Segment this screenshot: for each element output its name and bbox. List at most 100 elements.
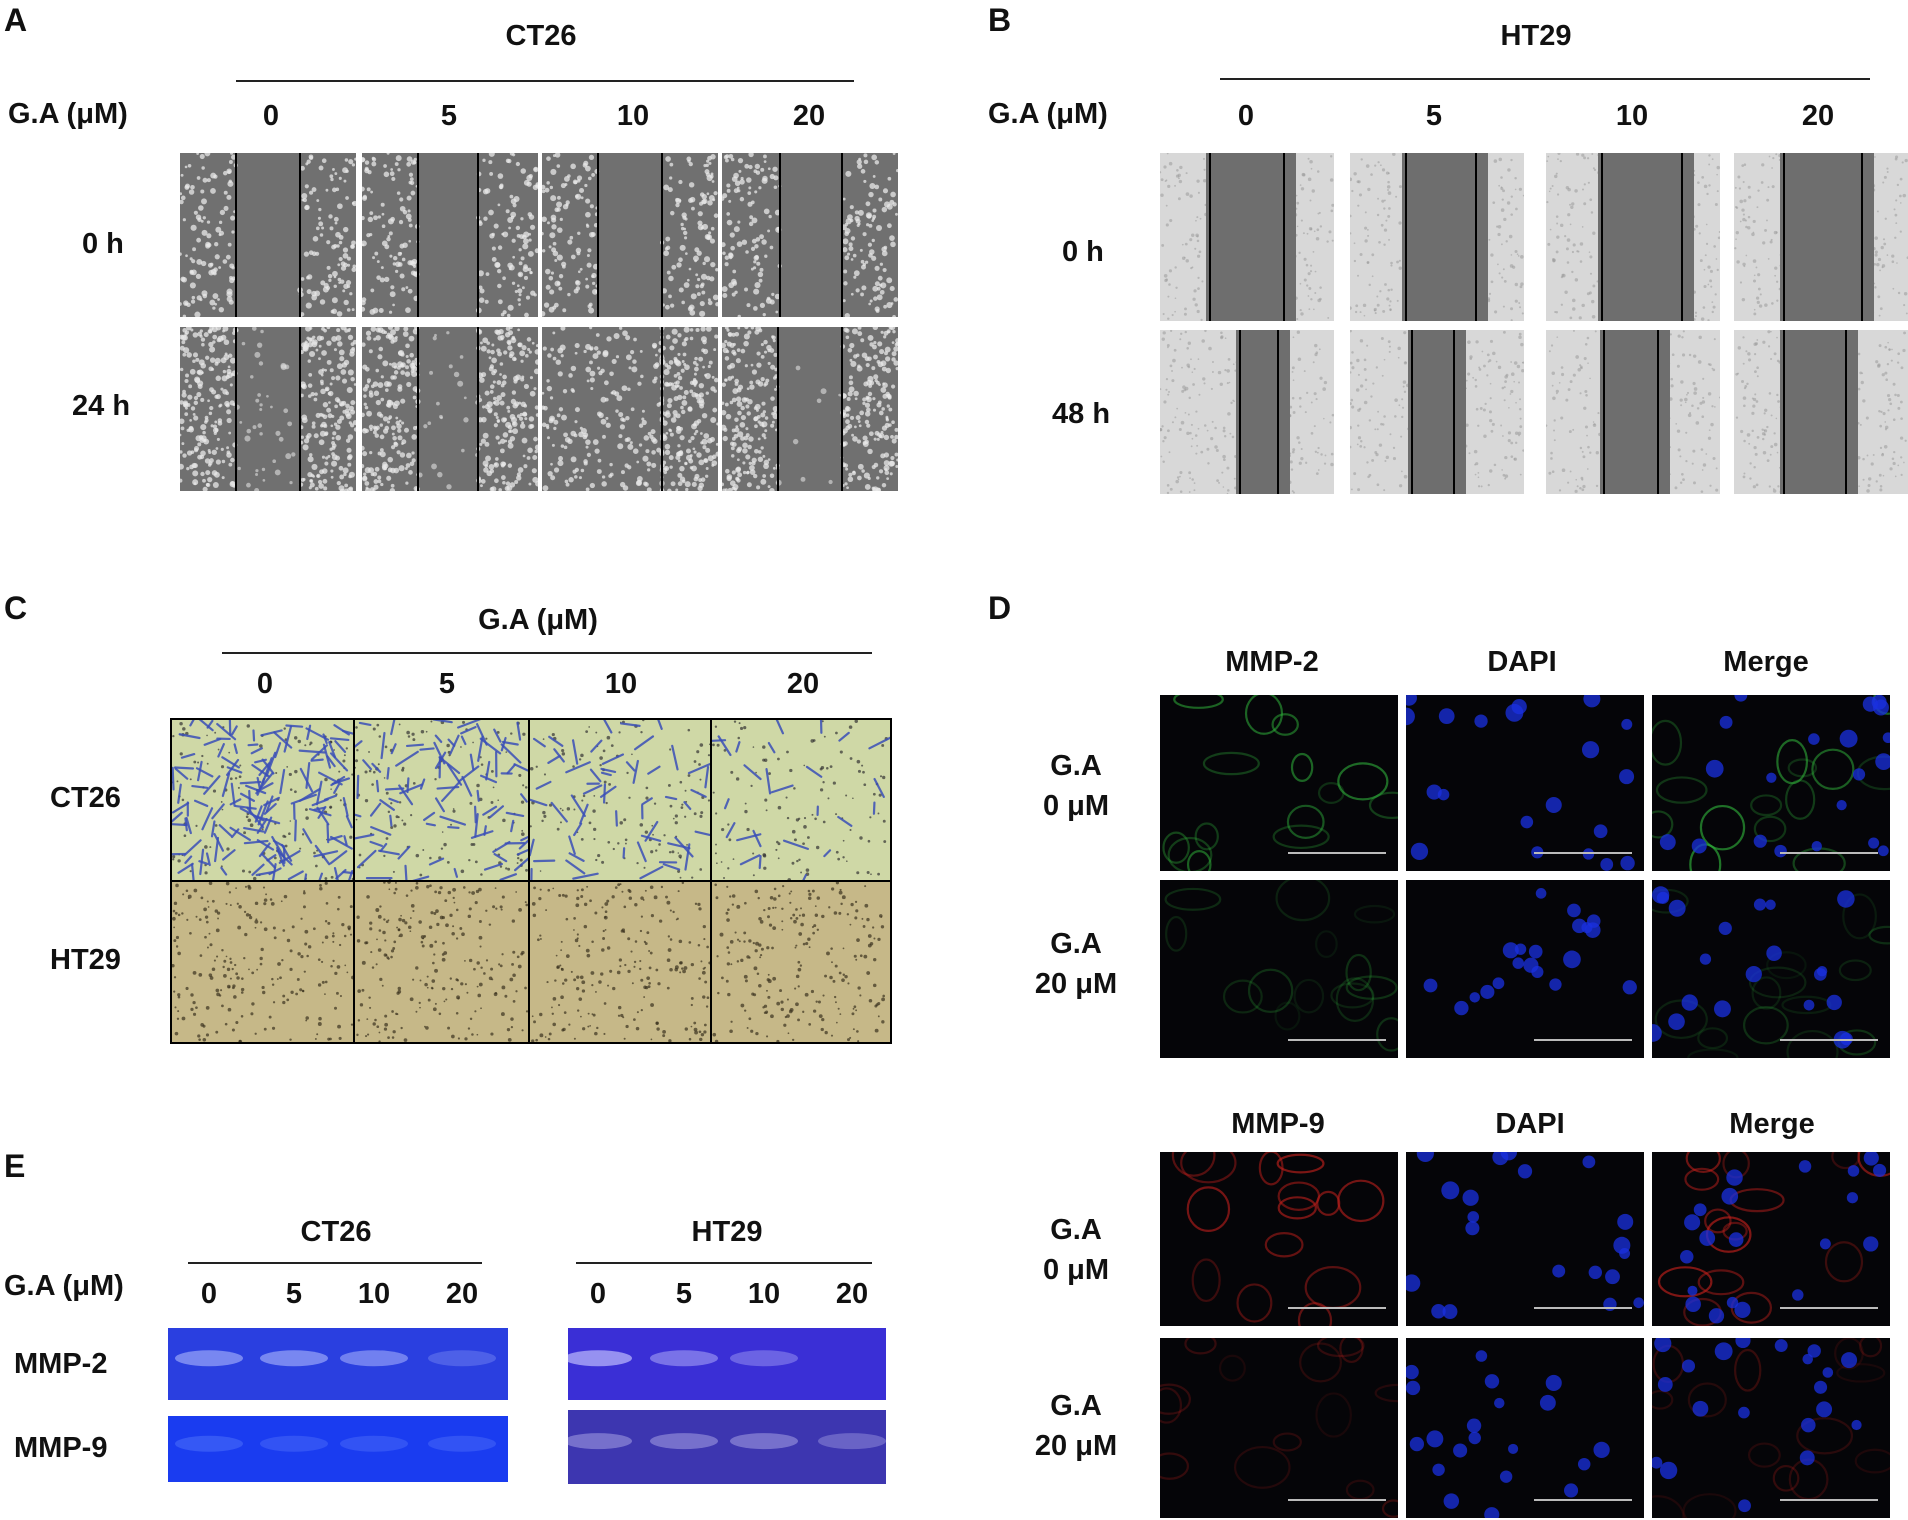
panel-d-image-r4-c2 [1406, 1338, 1644, 1518]
panel-d-header-merge-2: Merge [1729, 1108, 1815, 1140]
panel-c-image-r2-c4 [712, 882, 890, 1042]
panel-e-ht29-dose-0: 0 [589, 1278, 607, 1310]
panel-e-ct26-dose-20: 20 [445, 1278, 479, 1310]
panel-d-image-r2-c2 [1406, 880, 1644, 1058]
panel-b-image-r2-c1 [1160, 330, 1334, 494]
panel-e-band-mmp2: MMP-2 [14, 1348, 108, 1380]
panel-a-cell-line: CT26 [505, 20, 577, 52]
panel-a-axis-label: G.A (μM) [8, 98, 128, 130]
panel-e-gel-ct26-mmp9 [168, 1416, 508, 1482]
panel-c-row-ct26: CT26 [50, 782, 121, 814]
panel-a-dose-5: 5 [440, 100, 458, 132]
panel-c-image-r1-c1 [172, 720, 353, 880]
panel-d-image-r3-c1 [1160, 1152, 1398, 1326]
panel-e-ht29-dose-10: 10 [747, 1278, 781, 1310]
panel-a-image-r2-c1 [180, 327, 356, 491]
panel-e-cell-line-ct26: CT26 [300, 1216, 372, 1248]
panel-d-image-r4-c3 [1652, 1338, 1890, 1518]
panel-c-bracket [222, 652, 872, 654]
panel-e-band-mmp9: MMP-9 [14, 1432, 108, 1464]
panel-c-dose-20: 20 [786, 668, 820, 700]
panel-a-dose-10: 10 [616, 100, 650, 132]
panel-d-row3-line2: 0 μM [1042, 1254, 1110, 1286]
panel-a-image-r2-c2 [362, 327, 538, 491]
panel-b-image-r1-c2 [1350, 153, 1524, 321]
panel-b-image-r1-c1 [1160, 153, 1334, 321]
panel-d-image-r3-c3 [1652, 1152, 1890, 1326]
panel-a-time-0h: 0 h [82, 228, 124, 260]
panel-b-image-r2-c3 [1546, 330, 1720, 494]
panel-d-image-r1-c3 [1652, 695, 1890, 871]
panel-a-image-r1-c2 [362, 153, 538, 317]
panel-d-image-r2-c1 [1160, 880, 1398, 1058]
panel-e-ct26-dose-5: 5 [285, 1278, 303, 1310]
panel-e-gel-ct26-mmp2 [168, 1328, 508, 1400]
panel-d-row4-line2: 20 μM [1034, 1430, 1118, 1462]
panel-a-bracket [236, 80, 854, 82]
panel-c-image-r2-c2 [355, 882, 528, 1042]
panel-d-image-r2-c3 [1652, 880, 1890, 1058]
panel-d-image-r3-c2 [1406, 1152, 1644, 1326]
panel-e-ht29-dose-5: 5 [675, 1278, 693, 1310]
panel-b-dose-0: 0 [1237, 100, 1255, 132]
panel-c-image-r2-c1 [172, 882, 353, 1042]
panel-e-ht29-dose-20: 20 [835, 1278, 869, 1310]
panel-b-cell-line: HT29 [1500, 20, 1572, 52]
panel-e-ct26-dose-0: 0 [200, 1278, 218, 1310]
panel-c-image-r1-c4 [712, 720, 890, 880]
panel-a-image-r1-c1 [180, 153, 356, 317]
panel-c-dose-10: 10 [604, 668, 638, 700]
panel-d-header-mmp9: MMP-9 [1231, 1108, 1325, 1140]
panel-b-dose-5: 5 [1425, 100, 1443, 132]
panel-d-image-r1-c2 [1406, 695, 1644, 871]
panel-e-gel-ht29-mmp2 [568, 1328, 886, 1400]
panel-e-bracket-ht29 [576, 1262, 872, 1264]
panel-c-image-r2-c3 [530, 882, 710, 1042]
panel-d-row2-line2: 20 μM [1034, 968, 1118, 1000]
panel-c-image-r1-c2 [355, 720, 528, 880]
panel-e-bracket-ct26 [188, 1262, 482, 1264]
panel-d-header-merge-1: Merge [1723, 646, 1809, 678]
panel-d-letter: D [988, 590, 1012, 626]
panel-d-row2-line1: G.A [1050, 928, 1102, 960]
panel-c-dose-5: 5 [438, 668, 456, 700]
panel-e-axis-label: G.A (μM) [4, 1270, 124, 1302]
panel-d-row1-line2: 0 μM [1042, 790, 1110, 822]
panel-b-axis-label: G.A (μM) [988, 98, 1108, 130]
panel-c-image-r1-c3 [530, 720, 710, 880]
panel-d-header-dapi-2: DAPI [1495, 1108, 1565, 1140]
panel-e-gel-ht29-mmp9 [568, 1410, 886, 1484]
panel-d-header-dapi-1: DAPI [1487, 646, 1557, 678]
panel-a-image-r1-c4 [722, 153, 898, 317]
panel-a-image-r2-c3 [542, 327, 718, 491]
panel-c-axis-label: G.A (μM) [478, 604, 598, 636]
panel-b-bracket [1220, 78, 1870, 80]
panel-a-image-r1-c3 [542, 153, 718, 317]
panel-e-letter: E [4, 1148, 26, 1184]
panel-d-image-r1-c1 [1160, 695, 1398, 871]
panel-a-image-r2-c4 [722, 327, 898, 491]
panel-b-time-48h: 48 h [1052, 398, 1111, 430]
panel-d-header-mmp2: MMP-2 [1225, 646, 1319, 678]
panel-d-row1-line1: G.A [1050, 750, 1102, 782]
panel-b-letter: B [988, 2, 1012, 38]
panel-b-image-r1-c3 [1546, 153, 1720, 321]
panel-a-letter: A [4, 2, 28, 38]
panel-b-time-0h: 0 h [1062, 236, 1104, 268]
panel-b-image-r2-c2 [1350, 330, 1524, 494]
panel-b-dose-10: 10 [1615, 100, 1649, 132]
panel-a-dose-0: 0 [262, 100, 280, 132]
panel-a-time-24h: 24 h [72, 390, 131, 422]
panel-e-ct26-dose-10: 10 [357, 1278, 391, 1310]
panel-a-dose-20: 20 [792, 100, 826, 132]
panel-d-row4-line1: G.A [1050, 1390, 1102, 1422]
panel-b-image-r1-c4 [1734, 153, 1908, 321]
panel-d-image-r4-c1 [1160, 1338, 1398, 1518]
panel-e-cell-line-ht29: HT29 [691, 1216, 763, 1248]
panel-c-letter: C [4, 590, 28, 626]
panel-b-dose-20: 20 [1801, 100, 1835, 132]
panel-d-row3-line1: G.A [1050, 1214, 1102, 1246]
panel-c-row-ht29: HT29 [50, 944, 121, 976]
panel-c-dose-0: 0 [256, 668, 274, 700]
panel-b-image-r2-c4 [1734, 330, 1908, 494]
